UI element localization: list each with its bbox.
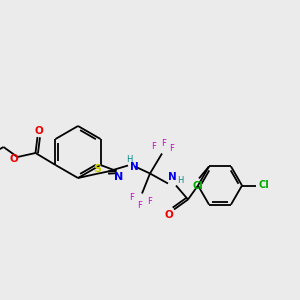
Text: F: F bbox=[148, 197, 152, 206]
Text: F: F bbox=[130, 193, 134, 202]
Text: Cl: Cl bbox=[193, 182, 203, 191]
Text: S: S bbox=[93, 164, 101, 174]
Text: O: O bbox=[9, 154, 18, 164]
Text: H: H bbox=[126, 155, 132, 164]
Text: N: N bbox=[130, 161, 138, 172]
Text: Cl: Cl bbox=[259, 181, 269, 190]
Text: F: F bbox=[138, 201, 142, 210]
Text: O: O bbox=[165, 211, 173, 220]
Text: F: F bbox=[162, 139, 167, 148]
Text: H: H bbox=[177, 176, 183, 185]
Text: O: O bbox=[34, 126, 43, 136]
Text: F: F bbox=[152, 142, 156, 151]
Text: N: N bbox=[114, 172, 123, 182]
Text: N: N bbox=[168, 172, 176, 182]
Text: F: F bbox=[169, 144, 174, 153]
